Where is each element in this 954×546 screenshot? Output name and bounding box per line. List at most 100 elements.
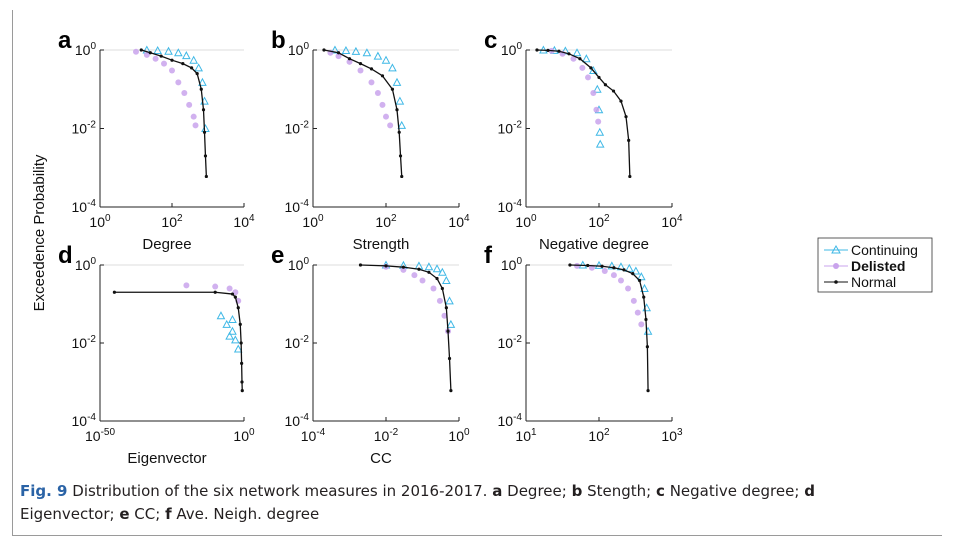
data-point xyxy=(204,174,208,179)
data-point xyxy=(631,272,635,276)
data-point xyxy=(607,261,617,270)
x-tick-label: 100 xyxy=(302,213,324,230)
x-tick-label: 100 xyxy=(515,213,537,230)
series-normal xyxy=(139,48,208,179)
data-point xyxy=(627,138,631,142)
data-point xyxy=(369,67,374,71)
data-point xyxy=(395,108,399,112)
data-point xyxy=(644,317,648,322)
series-line xyxy=(141,49,208,177)
data-point xyxy=(390,87,395,91)
x-tick-label: 103 xyxy=(661,427,683,444)
series-continuing xyxy=(330,45,407,129)
data-point xyxy=(379,101,386,108)
data-point xyxy=(624,263,634,272)
x-tick-label: 102 xyxy=(375,213,397,230)
data-point xyxy=(646,389,650,393)
data-point xyxy=(595,139,605,148)
data-point xyxy=(625,285,632,292)
data-point xyxy=(148,51,152,55)
data-point xyxy=(417,267,421,271)
data-point xyxy=(446,319,456,328)
caption-letter-b: b xyxy=(571,482,583,500)
data-point xyxy=(397,120,407,129)
data-point xyxy=(169,67,175,74)
data-point xyxy=(411,272,418,279)
data-point xyxy=(190,113,197,120)
data-point xyxy=(600,264,604,268)
data-point xyxy=(381,55,391,64)
data-point xyxy=(436,297,443,304)
data-point xyxy=(567,52,571,56)
data-point xyxy=(574,262,581,269)
data-point xyxy=(212,283,219,290)
caption-letter-d: d xyxy=(804,482,815,500)
data-point xyxy=(589,66,593,70)
caption-item-b: Stength; xyxy=(587,482,652,500)
data-point xyxy=(579,64,586,71)
data-point xyxy=(585,74,592,81)
data-point xyxy=(444,306,448,310)
data-point xyxy=(239,341,243,345)
y-tick-label: 10-2 xyxy=(285,334,310,351)
figure-caption: Fig. 9 Distribution of the six network m… xyxy=(20,480,930,526)
data-point xyxy=(432,264,442,273)
caption-item-f: Ave. Neigh. degree xyxy=(176,505,320,523)
x-axis-label: Negative degree xyxy=(539,236,649,253)
y-tick-label: 10-2 xyxy=(72,120,97,137)
data-point xyxy=(174,48,183,57)
data-point xyxy=(395,96,405,105)
data-point xyxy=(222,319,232,328)
data-point xyxy=(642,295,646,299)
series-line xyxy=(114,291,243,391)
y-tick-label: 100 xyxy=(501,41,523,58)
data-point xyxy=(183,282,190,289)
panel-letter: d xyxy=(58,242,73,269)
data-point xyxy=(198,77,207,86)
series-delisted xyxy=(574,262,645,328)
series-line xyxy=(360,264,452,391)
y-tick-label: 100 xyxy=(75,256,97,273)
data-point xyxy=(240,389,244,393)
x-tick-label: 101 xyxy=(515,427,537,444)
data-point xyxy=(152,55,159,62)
data-point xyxy=(617,277,624,284)
data-point xyxy=(638,321,645,328)
data-point xyxy=(195,72,199,76)
data-point xyxy=(445,296,454,305)
data-point xyxy=(590,90,597,97)
data-point xyxy=(400,174,404,179)
data-point xyxy=(357,67,364,74)
caption-item-d: Eigenvector; xyxy=(20,505,115,523)
data-point xyxy=(192,122,199,129)
data-point xyxy=(631,266,641,275)
data-point xyxy=(622,268,626,272)
data-point xyxy=(624,115,628,119)
x-tick-label: 10-50 xyxy=(85,427,115,444)
data-point xyxy=(139,48,143,52)
data-point xyxy=(435,276,439,281)
data-point xyxy=(603,83,608,87)
data-point xyxy=(159,54,163,58)
caption-fig-label: Fig. 9 xyxy=(20,482,68,500)
data-point xyxy=(203,154,208,158)
series-continuing xyxy=(539,45,605,148)
data-point xyxy=(535,48,539,52)
caption-item-a: Degree; xyxy=(507,482,567,500)
data-point xyxy=(201,123,210,132)
data-point xyxy=(427,270,431,274)
data-point xyxy=(351,46,361,55)
data-point xyxy=(133,48,139,55)
data-point xyxy=(419,277,426,284)
data-point xyxy=(430,285,437,292)
panel-letter: c xyxy=(484,27,497,54)
data-point xyxy=(387,122,394,129)
data-point xyxy=(401,265,406,269)
circle-marker-icon xyxy=(833,263,839,269)
y-tick-label: 10-4 xyxy=(285,412,310,429)
caption-letter-e: e xyxy=(119,505,130,523)
data-point xyxy=(424,262,434,271)
panel-letter: e xyxy=(271,242,284,269)
x-tick-label: 104 xyxy=(661,213,683,230)
